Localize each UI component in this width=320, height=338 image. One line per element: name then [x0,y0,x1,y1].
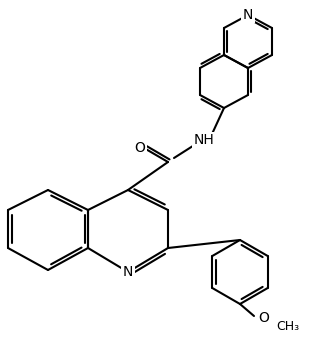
Text: NH: NH [194,133,214,147]
Text: CH₃: CH₃ [276,319,299,333]
Text: N: N [123,265,133,279]
Text: O: O [258,311,269,325]
Text: N: N [243,8,253,22]
Text: O: O [135,141,145,155]
